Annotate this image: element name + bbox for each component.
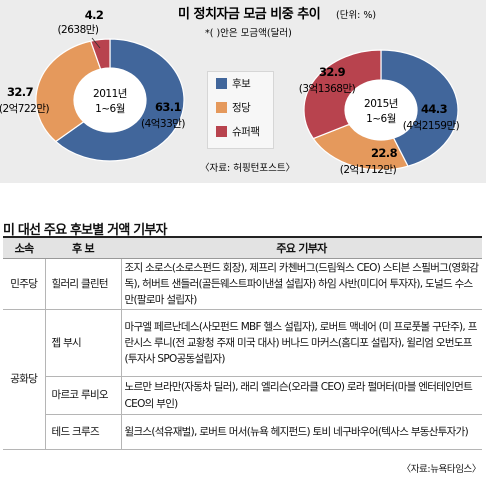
leader-line — [91, 37, 101, 49]
table-row: 공화당 젭 부시 마구엘 페르난데스(사모펀드 MBF 헬스 설립자), 로버트… — [3, 309, 482, 450]
chart-title: 미 정치자금 모금 비중 추이 — [178, 6, 320, 22]
donut-2015: 2015년 1~6월 44.3 (4억2159만) 22.8 (2억1712만) 32.9 (… — [299, 49, 460, 176]
donors-cell: 마구엘 페르난데스(사모펀드 MBF 헬스 설립자), 로버트 맥네어 (미 프… — [120, 309, 482, 377]
slice-amount-label: (3억1368만) — [299, 83, 356, 95]
slice-value-label: 4.2 — [85, 8, 104, 22]
donor-table: 소속 후 보 주요 기부자 민주당 힐러리 클린턴 조지 소로스(소로스펀드 회… — [3, 236, 482, 450]
table-source: 〈자료:뉴욕타임스〉 — [401, 464, 482, 475]
legend-label: 정당 — [232, 101, 251, 114]
slice-value-label: 32.9 — [319, 65, 346, 79]
slice-amount-label: (4억33만) — [141, 118, 185, 130]
table-row: 민주당 힐러리 클린턴 조지 소로스(소로스펀드 회장), 제프리 카첸버그(드… — [3, 258, 482, 310]
donut-2011: 2011년 1~6월 63.1 (4억33만) 32.7 (2억722만) 4.2 (2638… — [0, 8, 186, 162]
slice-value-label: 32.7 — [7, 85, 34, 99]
header-donors: 주요 기부자 — [121, 236, 482, 259]
chart-note: *( )안은 모금액(달러) — [205, 27, 292, 39]
legend-item-candidate: 후보 — [216, 76, 251, 90]
donors-cell: 윌크스(석유재벌), 로버트 머서(뉴욕 헤지펀드) 토비 네구바우어(텍사스 … — [120, 414, 482, 450]
donut-center-label: 2015년 — [364, 98, 398, 110]
donor-table-title: 미 대선 주요 후보별 거액 기부자 — [3, 223, 168, 238]
slice-amount-label: (4억2159만) — [403, 120, 460, 132]
slice-amount-label: (2638만) — [57, 24, 98, 36]
donut-center-label: 1~6월 — [366, 113, 396, 125]
donut-center-label: 2011년 — [93, 88, 127, 100]
slice-amount-label: (2억1712만) — [340, 164, 397, 176]
candidate-cell: 마르코 루비오 — [44, 376, 121, 415]
legend-item-party: 정당 — [216, 100, 251, 114]
chart-unit: (단위: %) — [336, 9, 376, 21]
chart-legend: 후보 정당 슈퍼팩 — [207, 71, 274, 149]
table-row: 테드 크루즈 윌크스(석유재벌), 로버트 머서(뉴욕 헤지펀드) 토비 네구바… — [3, 414, 482, 450]
donors-cell: 노르만 브라만(자동차 딜러), 래리 엘리슨(오라클 CEO) 로라 펄머터(… — [120, 376, 482, 415]
party-cell: 민주당 — [3, 258, 45, 310]
slice-value-label: 44.3 — [421, 102, 448, 116]
legend-item-superpac: 슈퍼팩 — [216, 124, 260, 138]
slice-amount-label: (2억722만) — [0, 103, 50, 115]
legend-swatch — [216, 101, 227, 113]
slice-value-label: 63.1 — [155, 100, 182, 114]
header-candidate: 후 보 — [45, 236, 121, 259]
candidate-cell: 젭 부시 — [44, 309, 121, 377]
legend-swatch — [216, 125, 227, 137]
donut-hole — [345, 80, 417, 140]
donut-charts: 미 정치자금 모금 비중 추이 (단위: %) *( )안은 모금액(달러) 2… — [0, 6, 460, 176]
header-party: 소속 — [3, 236, 45, 259]
table-row: 마르코 루비오 노르만 브라만(자동차 딜러), 래리 엘리슨(오라클 CEO)… — [3, 376, 482, 415]
chart-source: 〈자료: 허핑턴포스트〉 — [200, 163, 295, 174]
legend-swatch — [216, 77, 227, 89]
candidate-cell: 테드 크루즈 — [44, 414, 121, 450]
legend-label: 슈퍼팩 — [232, 125, 260, 138]
donors-cell: 조지 소로스(소로스펀드 회장), 제프리 카첸버그(드림웍스 CEO) 스티븐… — [120, 258, 482, 310]
slice-value-label: 22.8 — [371, 146, 398, 160]
donut-center-label: 1~6월 — [95, 103, 125, 115]
legend-label: 후보 — [232, 77, 251, 90]
table-header-row: 소속 후 보 주요 기부자 — [3, 236, 482, 259]
party-cell: 공화당 — [3, 309, 45, 450]
donut-hole — [74, 68, 146, 132]
candidate-cell: 힐러리 클린턴 — [44, 258, 121, 310]
